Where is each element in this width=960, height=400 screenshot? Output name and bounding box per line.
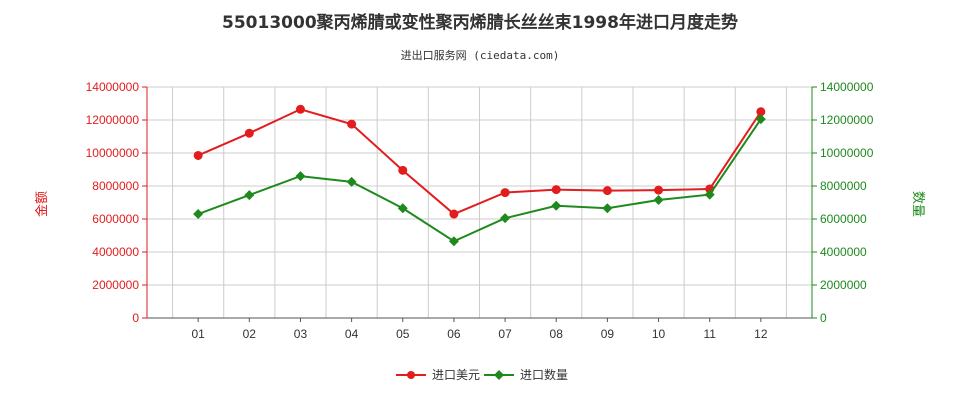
series-line-value <box>197 108 762 216</box>
axis-layer: 0200000040000006000000800000010000000120… <box>86 80 874 341</box>
data-point-quantity[interactable] <box>244 190 255 201</box>
series-line-quantity <box>197 118 762 243</box>
data-point-value[interactable] <box>347 119 357 129</box>
y-tick-label-right: 10000000 <box>820 146 874 160</box>
legend-item-series-quantity[interactable]: 进口数量 <box>484 367 568 382</box>
legend-label-series-quantity: 进口数量 <box>520 367 568 382</box>
x-tick-label: 04 <box>345 327 359 341</box>
x-tick-label: 07 <box>498 327 512 341</box>
grid-layer <box>147 86 812 318</box>
series-layer <box>193 104 766 247</box>
data-point-value[interactable] <box>398 165 408 175</box>
legend: 进口美元 进口数量 <box>396 367 568 382</box>
x-tick-label: 05 <box>396 327 410 341</box>
data-point-quantity[interactable] <box>602 203 613 214</box>
data-point-quantity[interactable] <box>500 213 511 224</box>
y-axis-label-left: 金额 <box>34 191 50 217</box>
y-tick-label-left: 0 <box>132 311 139 325</box>
data-point-value[interactable] <box>449 209 459 219</box>
x-tick-label: 12 <box>754 327 768 341</box>
y-tick-label-right: 2000000 <box>820 278 867 292</box>
legend-item-series-value[interactable]: 进口美元 <box>396 368 480 382</box>
y-axis-label-right: 数量 <box>910 191 925 217</box>
x-tick-label: 09 <box>601 327 615 341</box>
y-tick-label-left: 4000000 <box>92 245 139 259</box>
y-tick-label-left: 14000000 <box>86 80 140 94</box>
y-tick-label-left: 2000000 <box>92 278 139 292</box>
data-point-value[interactable] <box>654 185 664 195</box>
y-tick-label-right: 8000000 <box>820 179 867 193</box>
data-point-quantity[interactable] <box>448 236 459 247</box>
data-point-value[interactable] <box>295 104 305 114</box>
x-tick-label: 01 <box>191 327 205 341</box>
chart-subtitle: 进出口服务网 (ciedata.com) <box>400 49 560 62</box>
y-tick-label-right: 6000000 <box>820 212 867 226</box>
data-point-value[interactable] <box>500 188 510 198</box>
x-tick-label: 10 <box>652 327 666 341</box>
data-point-quantity[interactable] <box>346 176 357 187</box>
x-tick-label: 03 <box>294 327 308 341</box>
data-point-quantity[interactable] <box>704 189 715 200</box>
chart-title: 55013000聚丙烯腈或变性聚丙烯腈长丝丝束1998年进口月度走势 <box>222 13 738 33</box>
x-tick-label: 08 <box>550 327 564 341</box>
data-point-quantity[interactable] <box>755 114 766 125</box>
y-tick-label-left: 6000000 <box>92 212 139 226</box>
data-point-quantity[interactable] <box>653 195 664 206</box>
data-point-quantity[interactable] <box>193 209 204 220</box>
data-point-quantity[interactable] <box>397 203 408 214</box>
y-tick-label-right: 0 <box>820 311 827 325</box>
y-tick-label-left: 8000000 <box>92 179 139 193</box>
x-tick-label: 02 <box>243 327 257 341</box>
data-point-value[interactable] <box>756 107 766 117</box>
data-point-value[interactable] <box>602 186 612 196</box>
x-tick-label: 11 <box>703 327 716 341</box>
data-point-value[interactable] <box>244 128 254 138</box>
data-point-quantity[interactable] <box>295 171 306 182</box>
y-tick-label-right: 14000000 <box>820 80 874 94</box>
y-tick-label-left: 10000000 <box>86 146 140 160</box>
data-point-value[interactable] <box>193 150 203 160</box>
data-point-quantity[interactable] <box>551 200 562 211</box>
y-tick-label-left: 12000000 <box>86 113 140 127</box>
x-tick-label: 06 <box>447 327 461 341</box>
data-point-value[interactable] <box>551 185 561 195</box>
legend-label-series-value: 进口美元 <box>432 368 480 382</box>
y-tick-label-right: 4000000 <box>820 245 867 259</box>
y-tick-label-right: 12000000 <box>820 113 874 127</box>
